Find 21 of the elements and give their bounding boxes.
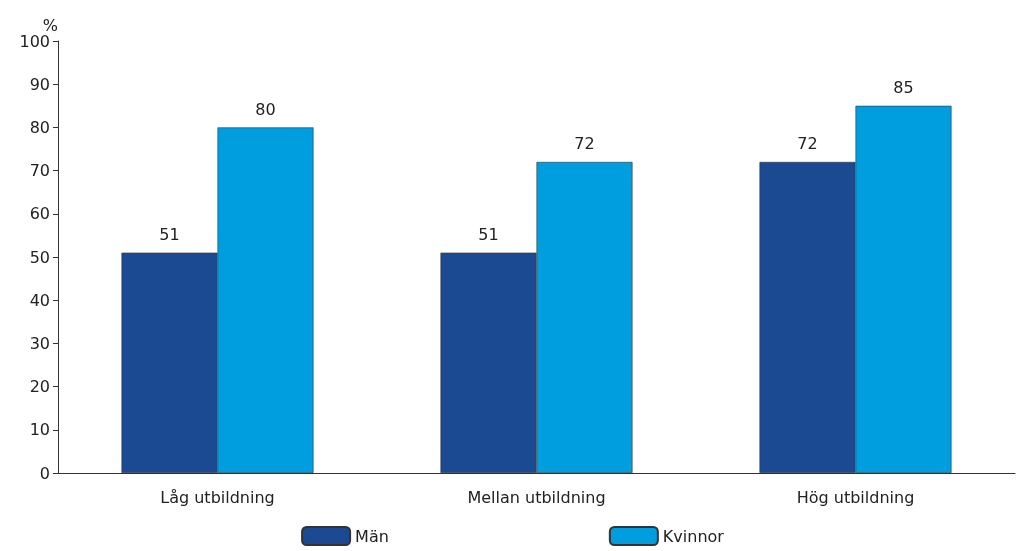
x-tick-label: Hög utbildning (796, 487, 915, 507)
y-tick-label: 20 (29, 377, 50, 397)
y-tick-label: 0 (39, 463, 50, 483)
x-tick-label: Låg utbildning (160, 487, 275, 507)
data-label: 51 (159, 225, 180, 245)
legend-label: Kvinnor (662, 526, 725, 546)
data-label: 85 (893, 78, 914, 98)
y-tick-label: 70 (29, 161, 50, 181)
y-tick-label: 80 (29, 117, 50, 137)
legend-label: Män (355, 526, 389, 546)
data-label: 80 (255, 99, 276, 119)
data-label: 72 (574, 134, 595, 154)
y-tick-label: 10 (29, 420, 50, 440)
y-tick-label: 40 (29, 290, 50, 310)
data-label: 51 (478, 225, 499, 245)
data-label: 72 (797, 134, 818, 154)
y-tick-label: 60 (29, 204, 50, 224)
x-tick-label: Mellan utbildning (467, 487, 606, 507)
y-tick-label: 50 (29, 247, 50, 267)
y-tick-label: 30 (29, 333, 50, 353)
y-tick-label: 90 (29, 74, 50, 94)
